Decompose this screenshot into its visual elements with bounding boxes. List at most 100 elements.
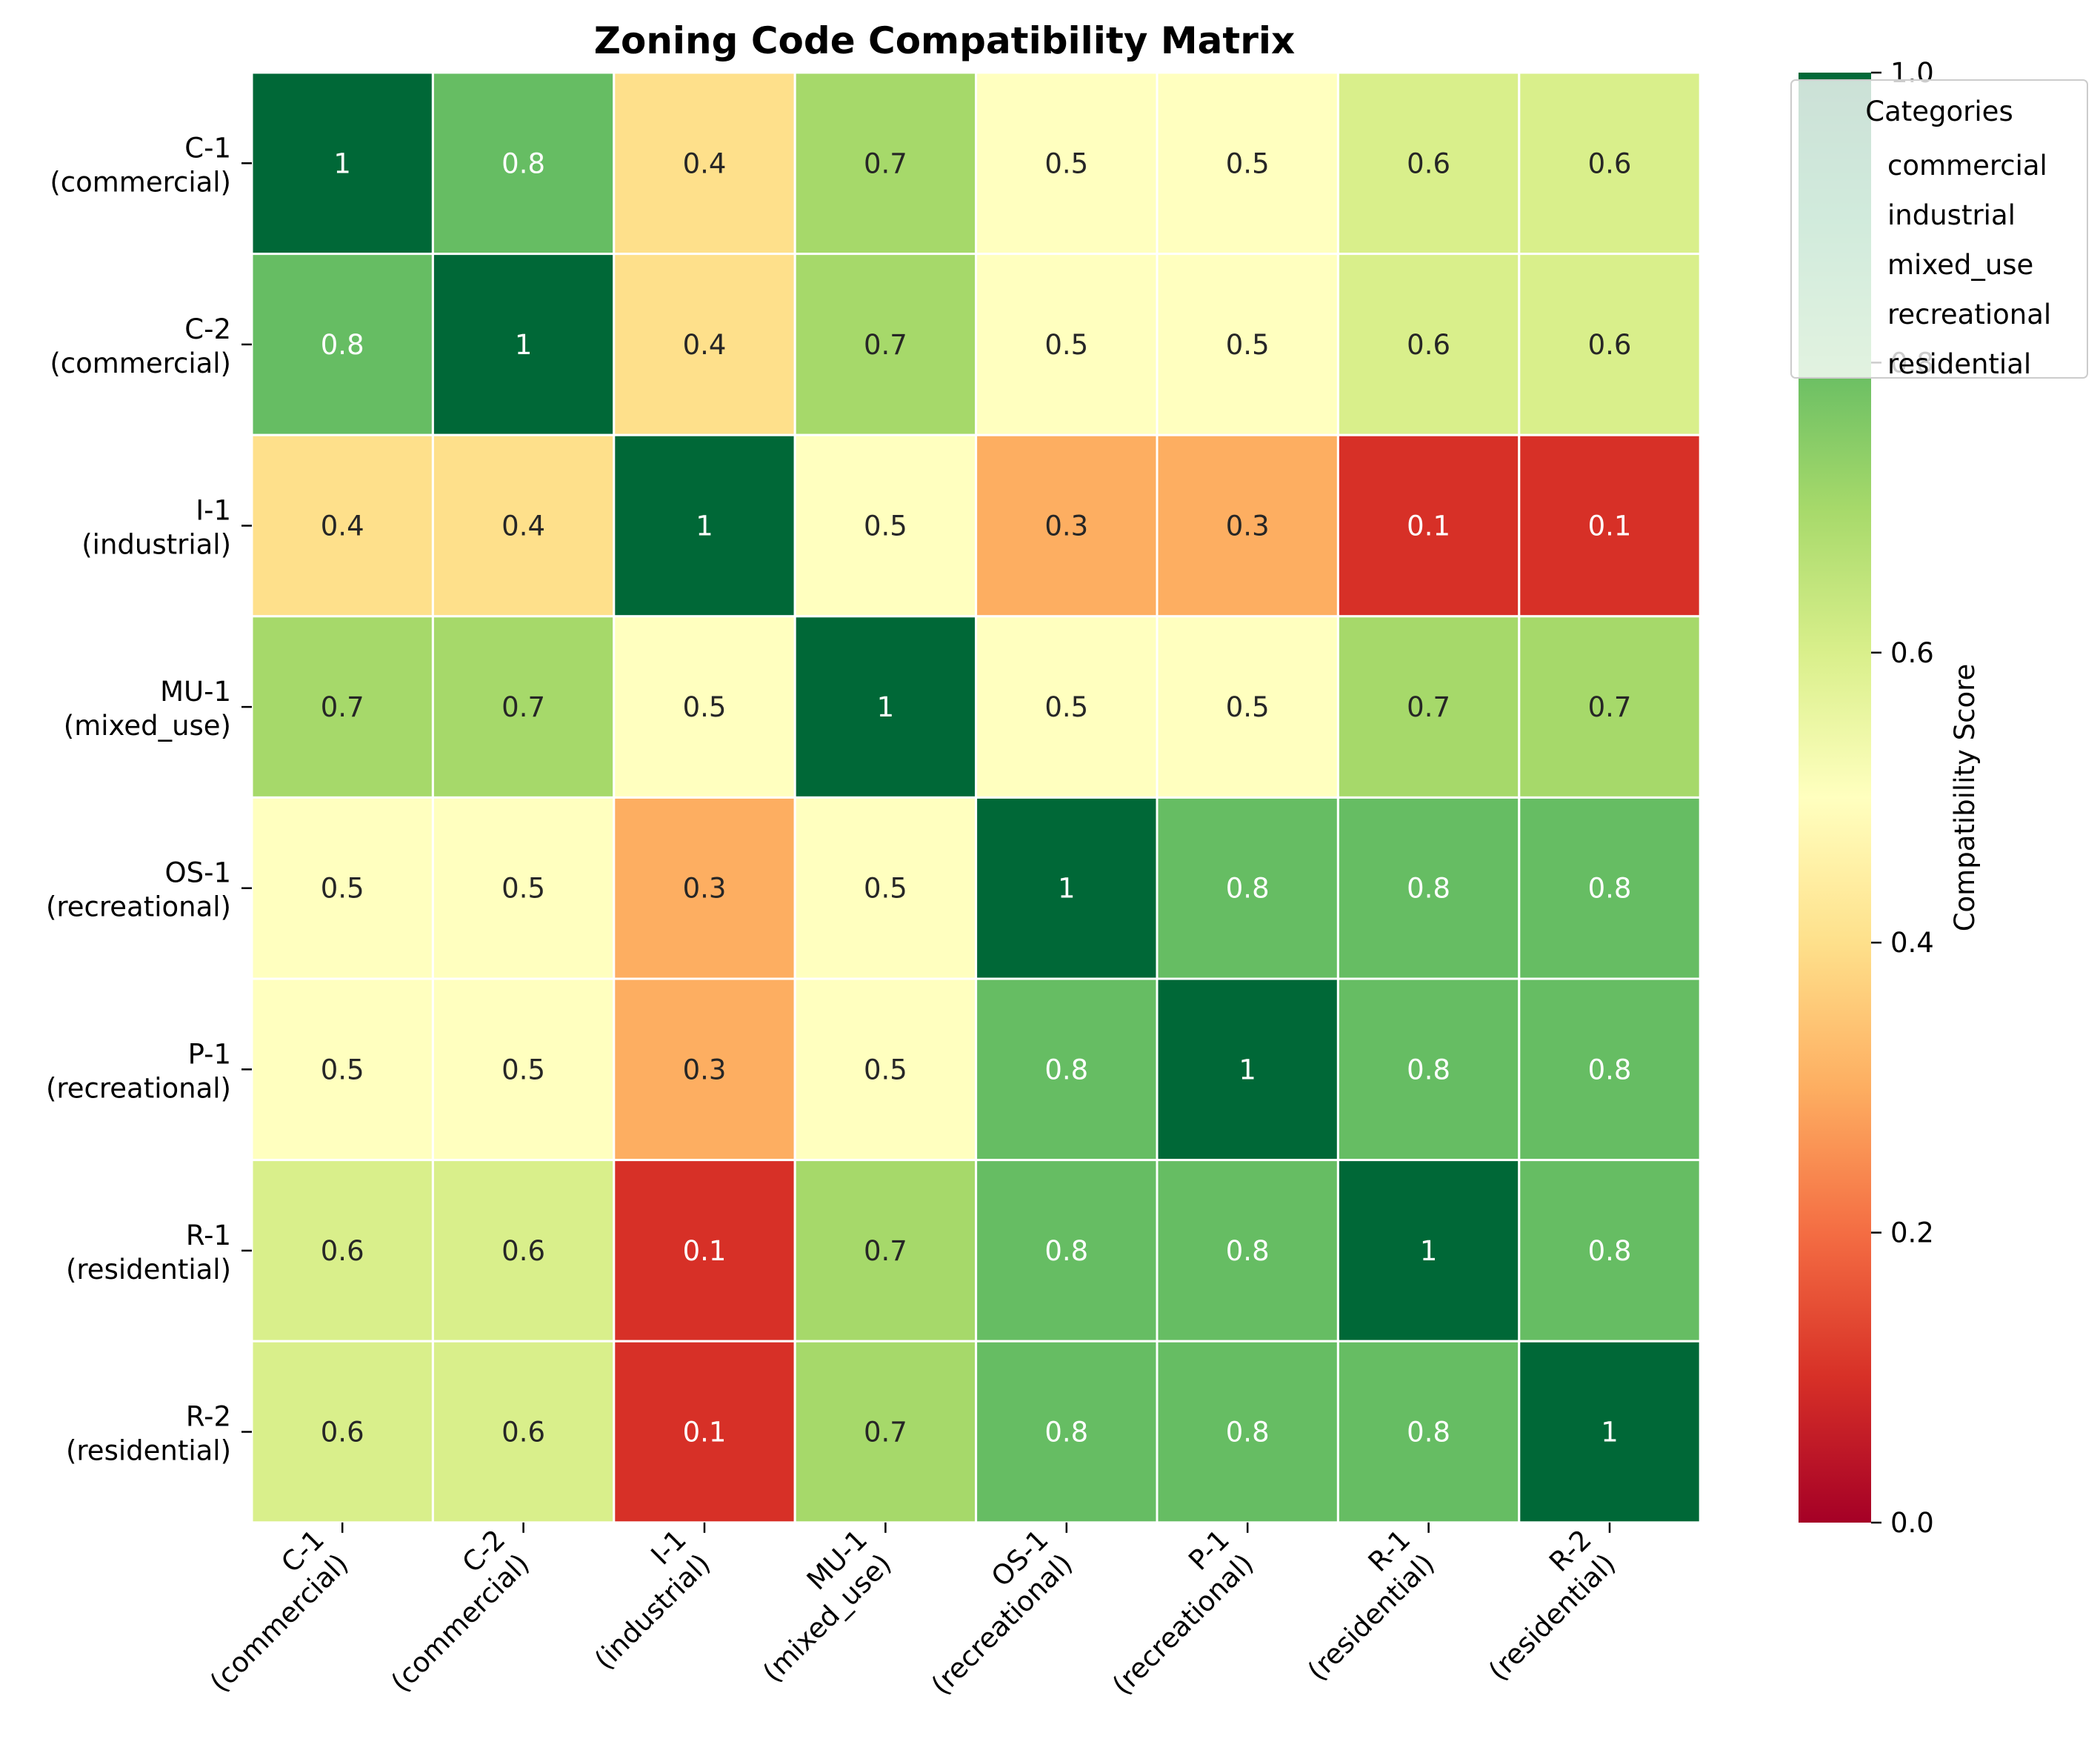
heatmap-cell	[793, 433, 978, 618]
cell-value-label: 0.8	[1044, 1235, 1088, 1267]
cell-value-label: 0.1	[683, 1417, 727, 1449]
heatmap-cells: 1 0.8 0.4 0.7 0.5 0.5 0.6 0.6 0.8 1 0.4 0.7 0.5 0.5 0.…	[250, 71, 1701, 1524]
heatmap-cell	[613, 433, 796, 618]
heatmap-cell	[431, 253, 616, 436]
cell-value-label: 0.4	[683, 329, 727, 361]
cell-value-label: 0.7	[864, 1417, 907, 1449]
cell-value-label: 0.5	[321, 873, 364, 905]
legend-title: Categories	[1865, 96, 2013, 127]
colorbar-tick-label: 0.6	[1890, 637, 1934, 669]
cell-value-label: 0.3	[683, 1054, 727, 1085]
cell-value-label: 0.5	[321, 1054, 364, 1085]
heatmap-cell	[793, 615, 978, 799]
heatmap-cell	[1336, 615, 1521, 799]
cell-value-label: 0.6	[321, 1235, 364, 1267]
heatmap-cell	[431, 433, 616, 618]
cell-value-label: 0.5	[683, 691, 727, 723]
cell-value-label: 0.6	[501, 1235, 545, 1267]
column-tick-label: P-1(recreational)	[1082, 1523, 1260, 1701]
cell-value-label: 0.5	[1226, 691, 1270, 723]
cell-value-label: 0.6	[501, 1417, 545, 1449]
heatmap-cell	[613, 615, 796, 799]
heatmap-cell	[1156, 977, 1339, 1162]
cell-value-label: 0.7	[321, 691, 364, 723]
cell-value-label: 1	[1058, 873, 1076, 905]
row-tick-label: OS-1 (recreational)	[46, 857, 231, 923]
heatmap-cell	[613, 1159, 796, 1343]
heatmap-cell	[975, 433, 1159, 618]
cell-value-label: 0.5	[1226, 147, 1270, 179]
cell-value-label: 0.8	[1407, 1054, 1450, 1085]
legend-entry: residential	[1887, 348, 2031, 380]
cell-value-label: 0.8	[1588, 1054, 1632, 1085]
cell-value-label: 0.5	[864, 510, 907, 542]
legend: Categories commercial industrial mixed_user…	[1790, 79, 2088, 380]
cell-value-label: 0.8	[1226, 1417, 1270, 1449]
cell-value-label: 0.7	[864, 147, 907, 179]
cell-value-label: 0.4	[321, 510, 364, 542]
row-tick-labels: C-1 (commercial) C-2 (commercial) I-1 (indust…	[46, 132, 252, 1467]
cell-value-label: 0.5	[864, 873, 907, 905]
cell-value-label: 0.8	[1226, 873, 1270, 905]
cell-value-label: 0.6	[1588, 147, 1632, 179]
cell-value-label: 0.8	[1044, 1054, 1088, 1085]
column-tick-label: MU-1(mixed_use)	[733, 1523, 898, 1689]
row-tick-label: C-1 (commercial)	[50, 132, 231, 198]
heatmap-cell	[1156, 253, 1339, 436]
heatmap-cell	[613, 1340, 796, 1524]
heatmap-cell	[1336, 433, 1521, 618]
cell-value-label: 0.8	[1407, 1417, 1450, 1449]
cell-value-label: 0.5	[1226, 329, 1270, 361]
heatmap-cell	[613, 71, 796, 256]
heatmap-cell	[793, 796, 978, 980]
colorbar-tick-label: 0.4	[1890, 927, 1934, 959]
legend-entry: industrial	[1887, 199, 2016, 231]
cell-value-label: 0.5	[1044, 147, 1088, 179]
heatmap-cell	[1518, 253, 1701, 436]
cell-value-label: 0.1	[683, 1235, 727, 1267]
cell-value-label: 0.8	[1044, 1417, 1088, 1449]
row-tick-label: C-2 (commercial)	[50, 313, 231, 379]
cell-value-label: 0.8	[321, 329, 364, 361]
heatmap-cell	[250, 71, 434, 256]
cell-value-label: 0.3	[1044, 510, 1088, 542]
heatmap-cell	[793, 253, 978, 436]
cell-value-label: 0.3	[1226, 510, 1270, 542]
row-tick-label: P-1 (recreational)	[46, 1038, 231, 1104]
colorbar-tick-label: 0.2	[1890, 1217, 1934, 1249]
cell-value-label: 0.7	[501, 691, 545, 723]
cell-value-label: 0.5	[864, 1054, 907, 1085]
cell-value-label: 0.1	[1407, 510, 1450, 542]
heatmap-cell	[975, 796, 1159, 980]
cell-value-label: 0.7	[1588, 691, 1632, 723]
cell-value-label: 1	[333, 147, 351, 179]
cell-value-label: 0.8	[1407, 873, 1450, 905]
column-tick-label: R-1(residential)	[1277, 1523, 1441, 1687]
row-tick-label: MU-1 (mixed_use)	[64, 676, 231, 742]
heatmap-cell	[1156, 1159, 1339, 1343]
heatmap-cell	[250, 1159, 434, 1343]
heatmap-cell	[975, 1340, 1159, 1524]
heatmap-cell	[613, 796, 796, 980]
heatmap-cell	[1336, 1159, 1521, 1343]
column-tick-label: I-1(industrial)	[564, 1523, 717, 1676]
column-tick-label: C-1(commercial)	[180, 1523, 355, 1698]
heatmap-cell	[975, 71, 1159, 256]
cell-value-label: 0.6	[1407, 147, 1450, 179]
cell-value-label: 0.7	[864, 329, 907, 361]
heatmap-cell	[431, 71, 616, 256]
heatmap-cell	[1156, 796, 1339, 980]
cell-value-label: 1	[1420, 1235, 1438, 1267]
cell-value-label: 0.6	[1407, 329, 1450, 361]
cell-value-label: 0.4	[501, 510, 545, 542]
heatmap-cell	[1518, 796, 1701, 980]
cell-value-label: 0.5	[1044, 329, 1088, 361]
legend-entry: mixed_use	[1887, 249, 2033, 281]
heatmap-cell	[1156, 433, 1339, 618]
cell-value-label: 1	[515, 329, 533, 361]
heatmap-cell	[1518, 1159, 1701, 1343]
colorbar-tick-label: 0.0	[1890, 1507, 1934, 1539]
heatmap-cell	[1156, 71, 1339, 256]
heatmap-cell	[613, 977, 796, 1162]
